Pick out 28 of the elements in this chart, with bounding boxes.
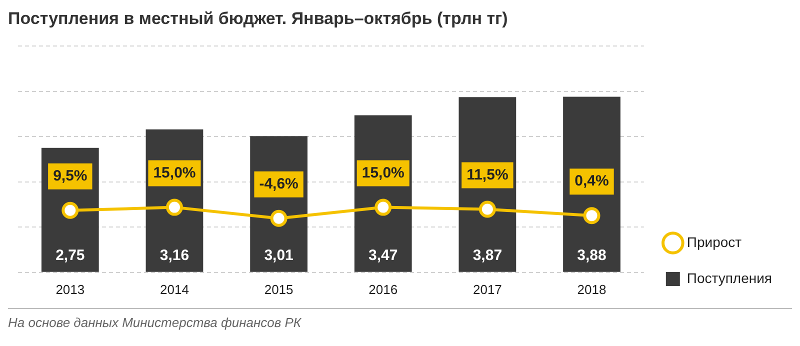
legend-label: Прирост xyxy=(686,234,742,250)
data-label: 15,0% xyxy=(362,164,404,182)
data-label: 9,5% xyxy=(53,168,88,185)
point xyxy=(166,198,183,216)
point xyxy=(62,202,79,219)
data-label: 3,87 xyxy=(472,247,502,264)
x-tick-label: 2017 xyxy=(472,282,502,297)
x-tick-label: 2018 xyxy=(577,282,606,297)
x-tick-label: 2013 xyxy=(56,282,85,297)
data-label: 2,75 xyxy=(56,247,85,264)
text: На основе данных Министерства финансов РК xyxy=(8,308,792,337)
x-tick-label: 2014 xyxy=(160,282,189,297)
data-label: 3,88 xyxy=(577,247,606,264)
data-label: -4,6% xyxy=(259,176,298,193)
legend-label: Поступления xyxy=(686,270,772,286)
chart-title: Поступления в местный бюджет. Январь–октябрь (трлн тг) xyxy=(8,8,509,30)
data-label: 11,5% xyxy=(466,166,508,184)
point xyxy=(583,207,600,224)
data-label: 3,47 xyxy=(368,247,398,264)
point xyxy=(374,198,392,216)
data-label: 15,0% xyxy=(153,164,196,182)
point xyxy=(270,210,288,227)
data-label: 3,01 xyxy=(264,247,294,264)
data-label: 0,4% xyxy=(574,172,609,190)
data-label: 3,16 xyxy=(160,247,190,264)
x-tick-label: 2015 xyxy=(264,282,294,297)
point xyxy=(478,200,496,218)
x-tick-label: 2016 xyxy=(368,282,398,297)
